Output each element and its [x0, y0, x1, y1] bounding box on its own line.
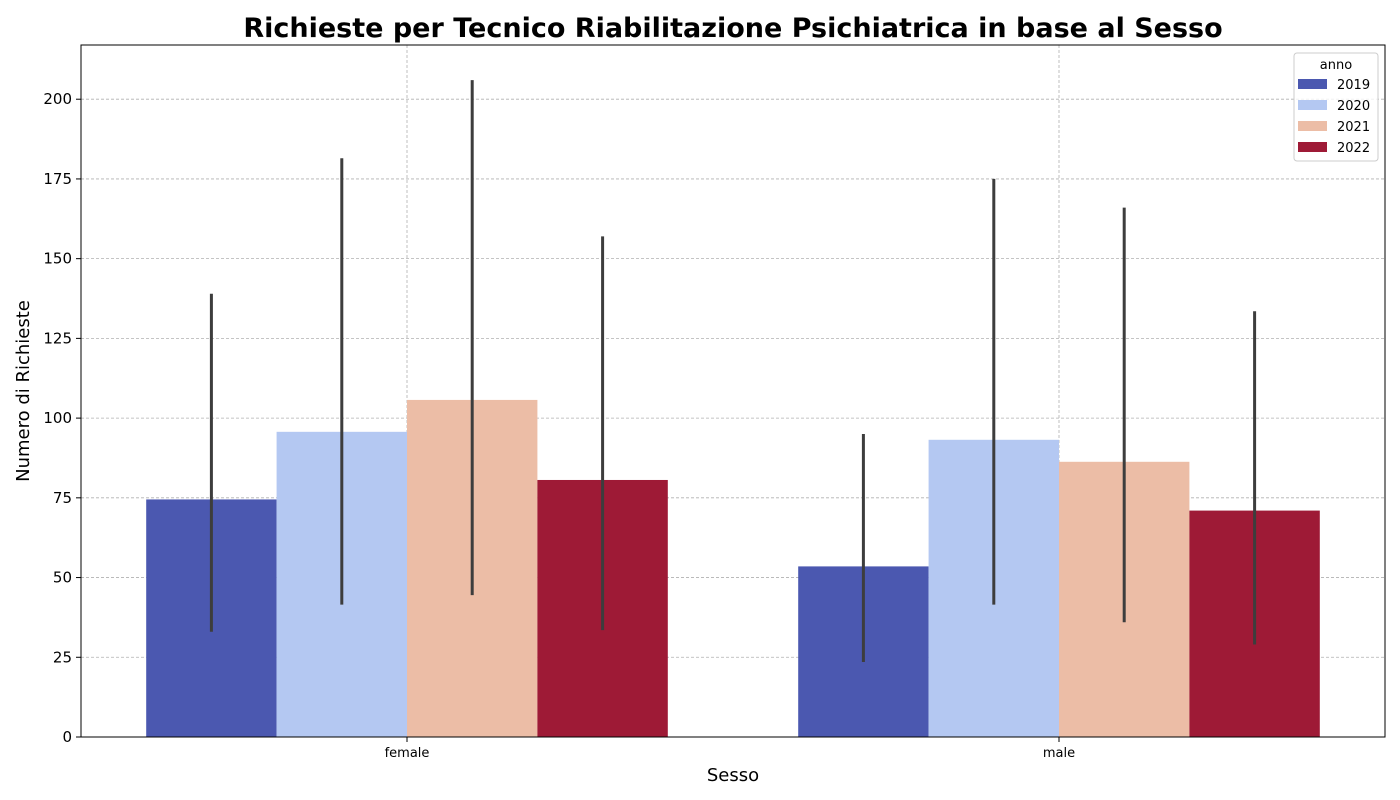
- y-tick-label: 150: [43, 250, 72, 268]
- y-axis-label: Numero di Richieste: [13, 300, 34, 482]
- y-axis-ticks: 0 25 50 75 100 125 150 175 200: [43, 90, 81, 746]
- y-tick-label: 175: [43, 170, 72, 188]
- legend-label-2022: 2022: [1337, 141, 1370, 156]
- x-tick-label: male: [1043, 746, 1075, 761]
- legend-label-2020: 2020: [1337, 99, 1370, 114]
- plot-frame: [80, 44, 1386, 738]
- x-axis-ticks: female male: [385, 737, 1075, 761]
- x-axis-label: Sesso: [707, 765, 759, 786]
- y-tick-label: 0: [62, 728, 72, 746]
- legend-swatch-2020: [1298, 100, 1327, 110]
- legend-swatch-2019: [1298, 79, 1327, 89]
- legend-items: 2019 2020 2021 2022: [1298, 78, 1370, 156]
- y-tick-label: 200: [43, 90, 72, 108]
- y-tick-label: 125: [43, 329, 72, 347]
- legend: anno 2019 2020 2021 2022: [1293, 52, 1379, 162]
- legend-swatch-2022: [1298, 142, 1327, 152]
- legend-label-2019: 2019: [1337, 78, 1370, 93]
- y-tick-label: 100: [43, 409, 72, 427]
- bars: [146, 399, 1320, 737]
- y-tick-label: 75: [53, 489, 72, 507]
- error-bars: [209, 80, 1257, 663]
- legend-label-2021: 2021: [1337, 120, 1370, 135]
- chart-title: Richieste per Tecnico Riabilitazione Psi…: [243, 13, 1222, 44]
- legend-swatch-2021: [1298, 121, 1327, 131]
- y-tick-label: 50: [53, 569, 72, 587]
- legend-title: anno: [1320, 58, 1352, 73]
- y-tick-label: 25: [53, 648, 72, 666]
- x-tick-label: female: [385, 746, 430, 761]
